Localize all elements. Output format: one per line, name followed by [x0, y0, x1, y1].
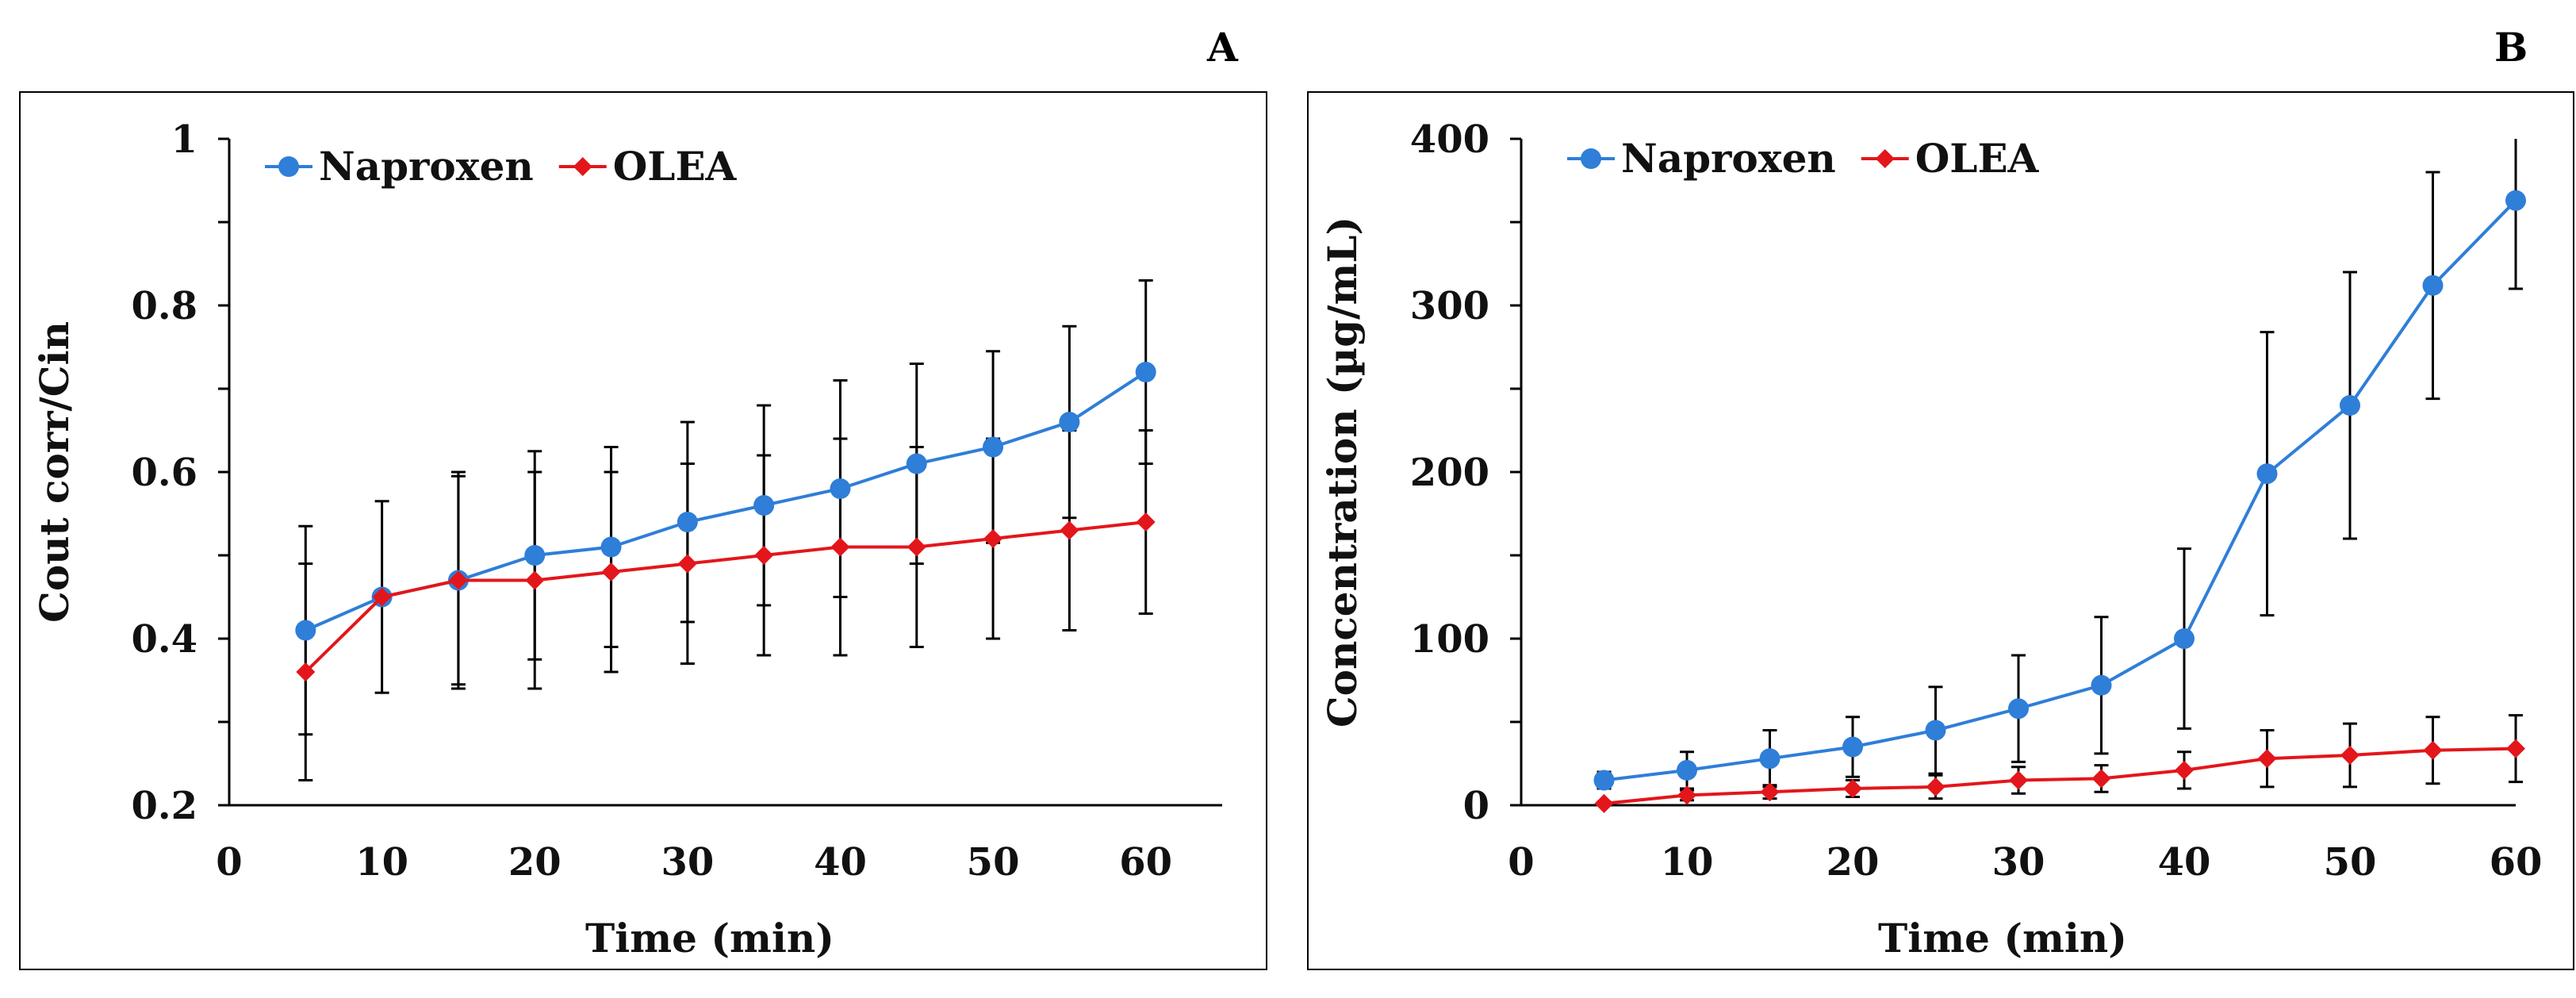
chart-b-olea-point [1677, 785, 1696, 805]
chart-b: 0 100 200 300 400 0 10 20 30 40 50 60 Time (min) Conc… [1307, 91, 2574, 970]
chart-b-legend-naproxen-label: Naproxen [1621, 135, 1836, 182]
chart-b-olea-point [2340, 746, 2359, 765]
chart-a-y-tick-label: 0.8 [131, 284, 197, 328]
chart-b-naproxen-point [2174, 628, 2195, 649]
chart-b-olea-point [1594, 793, 1614, 813]
chart-b-naproxen-point [1925, 720, 1946, 741]
chart-b-olea-point [1843, 779, 1862, 798]
chart-b-naproxen-point [1842, 736, 1863, 758]
chart-b-olea-point [1760, 782, 1780, 802]
chart-a-naproxen-point [830, 478, 851, 499]
panel-a-letter: A [1207, 24, 1238, 71]
chart-b-olea-point [1926, 777, 1945, 796]
chart-a-x-tick-label: 50 [967, 840, 1020, 885]
chart-a-x-tick-label: 60 [1119, 840, 1172, 885]
chart-a-x-axis-title: Time (min) [585, 915, 834, 962]
chart-a-olea-point [1060, 520, 1079, 540]
chart-a-olea-point [525, 570, 545, 590]
chart-b-naproxen-point [2256, 463, 2278, 485]
chart-b-olea-point [2175, 760, 2194, 780]
chart-b-y-tick-label: 400 [1410, 117, 1489, 162]
chart-b-naproxen-point [2008, 698, 2029, 720]
chart-b-x-tick-label: 30 [1992, 840, 2045, 885]
chart-a-olea-point [372, 587, 392, 607]
chart-b-y-tick-label: 200 [1410, 451, 1489, 495]
chart-a-legend-olea-label: OLEA [613, 143, 738, 190]
chart-b-legend-olea-label: OLEA [1915, 135, 2040, 182]
chart-b-naproxen-point [2091, 674, 2112, 696]
chart-b-y-tick-label: 300 [1410, 284, 1489, 328]
chart-b-naproxen-point [1593, 770, 1615, 791]
chart-b-naproxen-point [2422, 274, 2444, 296]
chart-b-legend-naproxen-marker [1581, 148, 1601, 169]
chart-a-x-tick-label: 40 [814, 840, 867, 885]
chart-b-naproxen-point [1759, 748, 1781, 770]
panel-b-letter: B [2494, 24, 2528, 71]
chart-a-olea-point [448, 570, 468, 590]
chart-a-y-tick-label: 1 [171, 117, 197, 162]
chart-b-x-tick-label: 60 [2490, 840, 2543, 885]
chart-b-olea-point [2091, 769, 2111, 789]
chart-a-olea-point [601, 562, 621, 582]
chart-a-x-tick-label: 20 [508, 840, 562, 885]
chart-a-x-tick-label: 10 [355, 840, 408, 885]
chart-a-olea-line [304, 520, 1146, 674]
chart-a-naproxen-point [753, 495, 775, 516]
chart-b-olea-point [2506, 739, 2525, 758]
chart-b-x-tick-label: 10 [1661, 840, 1714, 885]
chart-a-legend-naproxen-label: Naproxen [319, 143, 534, 190]
chart-b-olea-point [2423, 740, 2443, 760]
chart-b-y-tick-label: 0 [1463, 784, 1489, 828]
chart-a-naproxen-point [600, 536, 622, 558]
chart-b-x-tick-label: 20 [1827, 840, 1880, 885]
chart-b-naproxen-point [2505, 190, 2526, 211]
chart-a-naproxen-point [1059, 412, 1080, 432]
chart-a-naproxen-point [906, 453, 927, 474]
chart-a-olea-point [296, 662, 316, 681]
chart-a-olea-point [983, 529, 1003, 548]
chart-a-legend-naproxen-marker [278, 156, 299, 177]
chart-b-x-tick-label: 50 [2324, 840, 2377, 885]
chart-a-naproxen-point [524, 545, 546, 566]
chart-b-legend-olea-marker [1875, 149, 1895, 168]
chart-a-legend-olea-marker [573, 157, 592, 176]
chart-a-olea-point [1136, 512, 1156, 532]
chart-b-olea-point [2009, 770, 2028, 790]
chart-a-olea-point [830, 537, 850, 557]
chart-a-olea-point [907, 537, 926, 557]
chart-b-naproxen-point [2340, 395, 2360, 416]
chart-a-olea-point [677, 554, 697, 574]
chart-b-olea-line [1604, 747, 2517, 805]
chart-b-y-tick-label: 100 [1410, 617, 1489, 662]
chart-b-naproxen-line [1604, 199, 2517, 782]
chart-b-x-axis-title: Time (min) [1878, 915, 2127, 962]
chart-a-x-tick-label: 30 [661, 840, 714, 885]
chart-a-y-tick-label: 0.6 [131, 451, 197, 495]
chart-a-naproxen-point [295, 620, 316, 641]
chart-b-frame [1307, 91, 2574, 970]
chart-a-y-axis-title: Cout corr/Cin [31, 321, 78, 623]
chart-a-olea-point [754, 546, 774, 565]
chart-b-x-tick-label: 40 [2158, 840, 2211, 885]
chart-a-y-tick-label: 0.4 [131, 617, 197, 662]
chart-b-y-axis-title: Concentration (µg/mL) [1319, 217, 1366, 727]
chart-a-y-tick-label: 0.2 [131, 784, 197, 828]
chart-b-naproxen-point [1677, 759, 1697, 781]
chart-a-naproxen-point [1135, 362, 1156, 382]
chart-a-naproxen-point [677, 512, 698, 532]
chart-a-naproxen-line [305, 370, 1147, 632]
chart-a-frame [19, 91, 1267, 970]
chart-b-x-tick-label: 0 [1508, 840, 1534, 885]
chart-a-naproxen-point [983, 436, 1004, 458]
chart-a-x-tick-label: 0 [216, 840, 242, 885]
chart-b-olea-point [2257, 749, 2277, 769]
